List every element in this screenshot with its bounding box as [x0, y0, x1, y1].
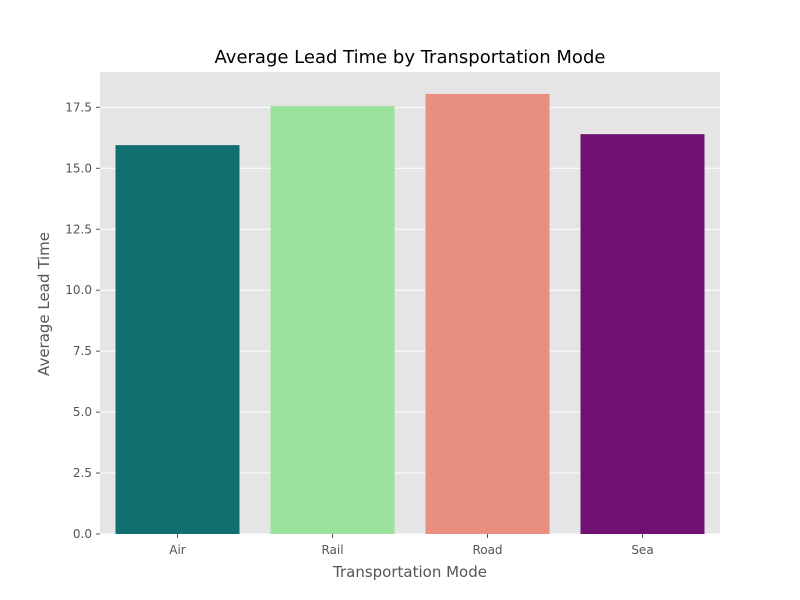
y-tick-label: 7.5: [73, 344, 92, 358]
x-axis-label: Transportation Mode: [332, 563, 487, 581]
x-axis-ticks: Air Rail Road Sea: [169, 534, 654, 557]
y-tick-label: 12.5: [65, 222, 92, 236]
bar-air: [115, 145, 240, 535]
bar-rail: [270, 106, 395, 534]
x-tick-label: Road: [472, 543, 502, 557]
y-tick-label: 10.0: [65, 283, 92, 297]
y-tick-label: 0.0: [73, 527, 92, 541]
y-tick-label: 17.5: [65, 100, 92, 114]
y-tick-label: 5.0: [73, 405, 92, 419]
chart-title: Average Lead Time by Transportation Mode: [215, 47, 606, 68]
x-tick-label: Rail: [321, 543, 343, 557]
x-tick-label: Sea: [631, 543, 653, 557]
bar-sea: [580, 134, 705, 534]
bars: [115, 93, 705, 535]
y-tick-label: 2.5: [73, 466, 92, 480]
y-tick-label: 15.0: [65, 161, 92, 175]
y-axis-label: Average Lead Time: [35, 232, 53, 376]
y-axis-ticks: 0.0 2.5 5.0 7.5 10.0 12.5 15.0 17.5: [65, 100, 100, 541]
bar-road: [425, 93, 550, 534]
x-tick-label: Air: [169, 543, 186, 557]
